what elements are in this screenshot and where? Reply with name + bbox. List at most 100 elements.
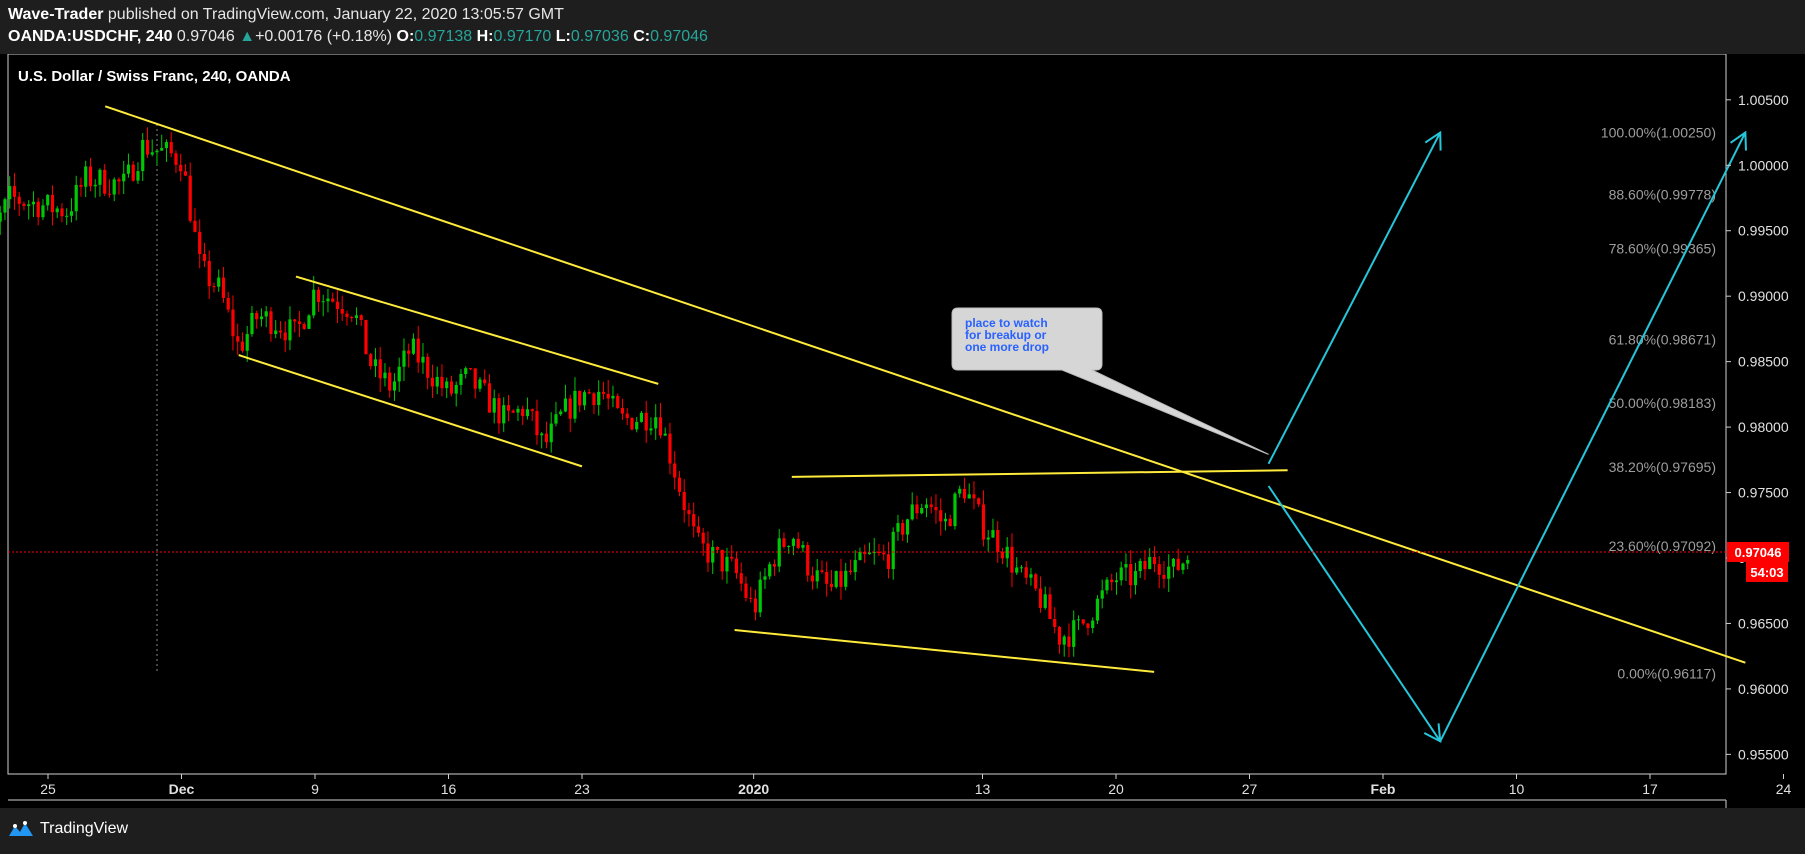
tradingview-brand[interactable]: TradingView bbox=[8, 820, 128, 838]
candle-up bbox=[245, 334, 249, 351]
author-name[interactable]: Wave-Trader bbox=[8, 6, 104, 23]
change-value: +0.00176 (+0.18%) bbox=[255, 28, 393, 45]
candle-up bbox=[867, 552, 872, 555]
candle-down bbox=[1143, 560, 1147, 570]
candle-down bbox=[877, 552, 881, 554]
candle-down bbox=[278, 330, 283, 333]
candle-up bbox=[46, 194, 50, 206]
candle-down bbox=[169, 142, 173, 154]
candle-down bbox=[50, 194, 55, 213]
candle-up bbox=[787, 545, 791, 547]
candle-up bbox=[65, 215, 69, 217]
candle-down bbox=[240, 341, 245, 351]
candle-down bbox=[426, 356, 430, 378]
candle-up bbox=[397, 366, 401, 382]
y-tick-label: 1.00500 bbox=[1738, 92, 1789, 108]
last-price-tag bbox=[1727, 541, 1789, 562]
candle-down bbox=[1010, 546, 1014, 573]
y-tick-label: 0.99500 bbox=[1738, 223, 1789, 239]
candle-down bbox=[981, 504, 986, 540]
candle-up bbox=[801, 545, 805, 548]
candle-down bbox=[996, 530, 1000, 553]
candle-up bbox=[1167, 566, 1171, 579]
candle-up bbox=[777, 538, 781, 567]
candle-down bbox=[79, 184, 83, 187]
y-tick-label: 0.96500 bbox=[1738, 615, 1789, 631]
candle-up bbox=[554, 414, 558, 424]
candle-down bbox=[677, 477, 682, 492]
candle-up bbox=[459, 373, 463, 385]
candle-down bbox=[212, 286, 216, 288]
candle-down bbox=[1162, 574, 1166, 579]
candle-up bbox=[991, 530, 995, 538]
candle-down bbox=[202, 253, 207, 261]
countdown-tag bbox=[1746, 561, 1788, 582]
candle-up bbox=[563, 398, 568, 412]
candle-down bbox=[174, 153, 178, 165]
callout-text-line: for breakup or bbox=[965, 328, 1047, 342]
drop-arrow bbox=[1267, 485, 1442, 742]
candles bbox=[0, 127, 1190, 658]
candle-up bbox=[858, 551, 862, 561]
candle-down bbox=[293, 319, 297, 322]
candle-down bbox=[198, 231, 202, 254]
candle-up bbox=[435, 376, 439, 387]
candle-down bbox=[1081, 619, 1085, 624]
candle-up bbox=[768, 564, 772, 577]
candle-down bbox=[625, 413, 629, 419]
wedge-support-line bbox=[734, 629, 1155, 673]
candle-down bbox=[473, 368, 477, 389]
resistance-line bbox=[791, 469, 1288, 478]
candle-down bbox=[939, 510, 943, 522]
candle-down bbox=[848, 570, 853, 573]
candle-up bbox=[516, 408, 520, 413]
candle-up bbox=[1124, 564, 1128, 568]
candle-down bbox=[236, 336, 240, 342]
candle-up bbox=[478, 379, 482, 389]
candle-down bbox=[886, 554, 891, 570]
candle-up bbox=[464, 368, 468, 374]
candle-down bbox=[739, 573, 743, 584]
candle-down bbox=[972, 494, 976, 499]
high-value: 0.97170 bbox=[493, 28, 552, 45]
candle-down bbox=[1110, 579, 1114, 583]
candle-down bbox=[88, 166, 93, 187]
candle-down bbox=[682, 491, 686, 511]
candle-down bbox=[345, 313, 349, 317]
fib-level-label: 0.00%(0.96117) bbox=[1617, 666, 1716, 682]
candle-down bbox=[283, 332, 287, 341]
candle-up bbox=[126, 164, 131, 174]
breakout-arrow-head bbox=[1424, 130, 1442, 151]
candle-up bbox=[1072, 620, 1076, 647]
candle-up bbox=[421, 356, 425, 363]
candle-up bbox=[55, 208, 59, 213]
candle-down bbox=[269, 311, 273, 334]
y-tick-label: 0.96000 bbox=[1738, 681, 1789, 697]
drawings bbox=[104, 105, 1747, 744]
candle-down bbox=[378, 359, 382, 379]
candle-up bbox=[141, 140, 145, 172]
candle-down bbox=[1038, 588, 1043, 608]
candle-down bbox=[1000, 552, 1005, 559]
candle-down bbox=[734, 558, 739, 574]
candle-down bbox=[364, 319, 368, 355]
callout-bubble bbox=[951, 307, 1269, 455]
candle-down bbox=[1067, 636, 1071, 647]
candle-up bbox=[41, 205, 45, 218]
candle-up bbox=[540, 433, 544, 436]
candle-up bbox=[312, 289, 316, 316]
candle-up bbox=[373, 359, 378, 367]
symbol-name[interactable]: OANDA:USDCHF, 240 bbox=[8, 28, 173, 45]
candle-down bbox=[644, 412, 648, 431]
candle-down bbox=[948, 518, 952, 527]
candle-up bbox=[958, 488, 962, 494]
candle-up bbox=[136, 171, 140, 181]
candle-up bbox=[0, 212, 2, 222]
candle-down bbox=[929, 504, 933, 508]
candle-down bbox=[1129, 564, 1133, 586]
x-tick-label: 24 bbox=[1776, 781, 1792, 797]
publish-header: Wave-Trader published on TradingView.com… bbox=[0, 0, 1805, 54]
price-chart[interactable]: U.S. Dollar / Swiss Franc, 240, OANDA 10… bbox=[0, 54, 1805, 808]
candle-up bbox=[502, 405, 506, 424]
close-value: 0.97046 bbox=[650, 28, 708, 45]
